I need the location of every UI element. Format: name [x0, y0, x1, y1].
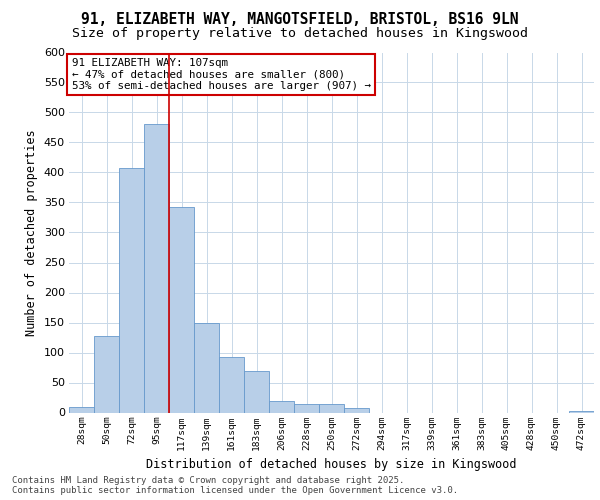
Text: Size of property relative to detached houses in Kingswood: Size of property relative to detached ho… — [72, 28, 528, 40]
Bar — [69, 406, 94, 412]
Bar — [244, 370, 269, 412]
Bar — [94, 336, 119, 412]
Bar — [269, 400, 294, 412]
Bar — [119, 168, 144, 412]
Bar — [344, 408, 369, 412]
Bar — [194, 322, 219, 412]
Text: 91 ELIZABETH WAY: 107sqm
← 47% of detached houses are smaller (800)
53% of semi-: 91 ELIZABETH WAY: 107sqm ← 47% of detach… — [71, 58, 371, 91]
Bar — [319, 404, 344, 412]
Y-axis label: Number of detached properties: Number of detached properties — [25, 129, 38, 336]
X-axis label: Distribution of detached houses by size in Kingswood: Distribution of detached houses by size … — [146, 458, 517, 471]
Bar — [169, 206, 194, 412]
Bar — [294, 404, 319, 412]
Text: Contains HM Land Registry data © Crown copyright and database right 2025.
Contai: Contains HM Land Registry data © Crown c… — [12, 476, 458, 495]
Bar — [144, 124, 169, 412]
Text: 91, ELIZABETH WAY, MANGOTSFIELD, BRISTOL, BS16 9LN: 91, ELIZABETH WAY, MANGOTSFIELD, BRISTOL… — [81, 12, 519, 28]
Bar — [219, 356, 244, 412]
